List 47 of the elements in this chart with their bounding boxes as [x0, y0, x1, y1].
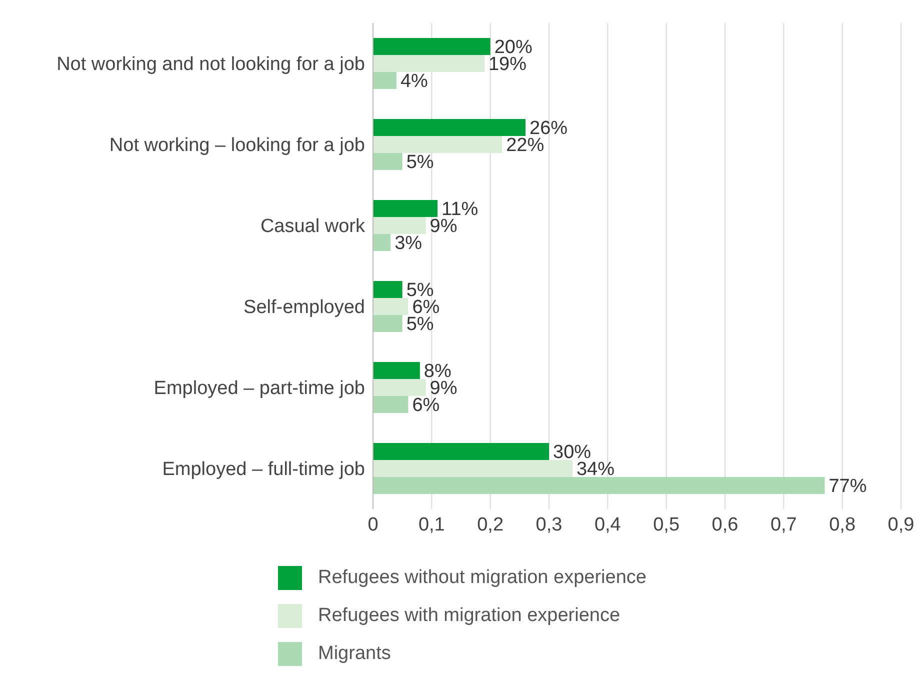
- x-tick-label: 0,4: [594, 514, 622, 536]
- x-tick-label: 0,8: [829, 514, 856, 536]
- data-label: 77%: [828, 476, 867, 498]
- bar: [373, 281, 402, 298]
- data-label: 22%: [506, 135, 544, 156]
- data-label: 5%: [406, 152, 434, 174]
- bar: [373, 119, 526, 136]
- bar: [373, 298, 408, 315]
- x-tick-label: 0,9: [888, 514, 914, 536]
- legend-label: Refugees with migration experience: [318, 605, 620, 627]
- bar: [373, 315, 402, 332]
- x-tick-label: 0,2: [477, 514, 504, 536]
- legend-label: Refugees without migration experience: [318, 567, 646, 589]
- bar: [373, 55, 484, 72]
- x-tick-label: 0,5: [653, 514, 680, 536]
- y-tick-label: Self-employed: [244, 297, 365, 318]
- x-tick-label: 0,7: [770, 514, 797, 536]
- bar: [373, 217, 426, 234]
- bar: [373, 460, 572, 477]
- data-label: 4%: [400, 71, 428, 92]
- y-tick-label: Not working – looking for a job: [109, 135, 365, 156]
- bar: [373, 477, 825, 494]
- legend-label: Migrants: [318, 643, 391, 665]
- x-tick-label: 0: [368, 514, 378, 536]
- y-tick-label: Casual work: [260, 216, 366, 238]
- data-label: 34%: [576, 459, 615, 480]
- bar: [373, 443, 549, 460]
- bar: [373, 38, 490, 55]
- y-tick-label: Employed – part-time job: [154, 378, 365, 400]
- y-tick-label: Not working and not looking for a job: [56, 54, 365, 76]
- data-label: 5%: [406, 314, 434, 336]
- bar: [373, 379, 426, 396]
- x-tick-label: 0,6: [712, 514, 738, 536]
- bar: [373, 396, 408, 413]
- bar: [373, 200, 438, 217]
- data-label: 6%: [412, 395, 440, 416]
- bar: [373, 136, 502, 153]
- y-tick-label: Employed – full-time job: [162, 459, 365, 480]
- data-label: 3%: [394, 233, 422, 254]
- bar: [373, 153, 402, 170]
- x-tick-label: 0,1: [418, 514, 445, 536]
- data-label: 19%: [488, 54, 527, 76]
- bar: [373, 72, 396, 89]
- bar: [373, 234, 391, 251]
- bar: [373, 362, 420, 379]
- data-label: 9%: [430, 216, 458, 238]
- x-tick-label: 0,3: [536, 514, 562, 536]
